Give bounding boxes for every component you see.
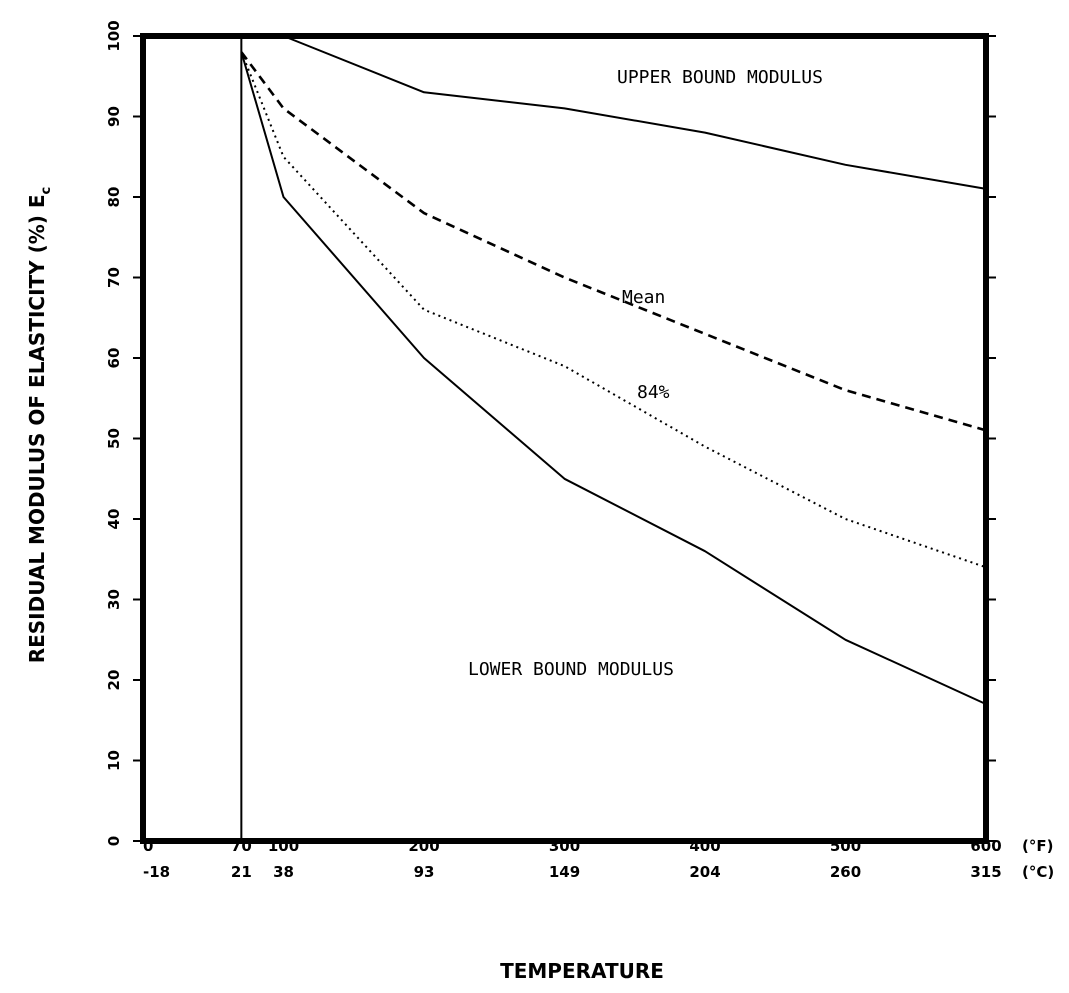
x-tick-label-c: -18 (143, 863, 170, 881)
x-tick-label-f: 70 (231, 837, 252, 855)
y-tick-label: 100 (105, 20, 123, 51)
x-tick-label-f: 0 (143, 837, 153, 855)
y-tick-label: 80 (105, 187, 123, 208)
x-tick-label-f: 100 (268, 837, 299, 855)
label-84-percent: 84% (637, 382, 670, 403)
y-tick-label: 10 (105, 750, 123, 771)
y-axis-title-main: RESIDUAL MODULUS OF ELASTICITY (%) E (25, 194, 49, 663)
plot-frame (140, 33, 989, 844)
y-tick-label: 40 (105, 509, 123, 530)
x-tick-label-c: 260 (830, 863, 861, 881)
series-mean-line (240, 51, 987, 432)
series-84-percent-line (240, 51, 987, 569)
x-tick-label-c: 315 (970, 863, 1001, 881)
x-tick-label-c: 204 (689, 863, 720, 881)
x-tick-label-c: 21 (231, 863, 252, 881)
series-upper-bound-line (241, 35, 987, 190)
x-axis-title: TEMPERATURE (500, 959, 664, 983)
x-tick-label-f: 200 (408, 837, 439, 855)
label-lower-bound: LOWER BOUND MODULUS (468, 659, 674, 680)
y-tick-label: 0 (105, 836, 123, 846)
x-tick-label-f: 500 (830, 837, 861, 855)
x-unit-c: (°C) (1022, 863, 1054, 881)
series-lower-bound-line (240, 51, 987, 706)
x-tick-label-c: 149 (549, 863, 580, 881)
x-unit-f: (°F) (1022, 837, 1053, 855)
x-tick-label-f: 300 (549, 837, 580, 855)
y-tick-label: 50 (105, 428, 123, 449)
x-tick-label-f: 400 (689, 837, 720, 855)
y-tick-label: 30 (105, 589, 123, 610)
y-axis-title-subscript: c (39, 187, 54, 195)
label-mean: Mean (622, 287, 665, 308)
label-upper-bound: UPPER BOUND MODULUS (617, 67, 823, 88)
x-tick-label-c: 38 (273, 863, 294, 881)
y-tick-label: 60 (105, 348, 123, 369)
y-tick-label: 20 (105, 670, 123, 691)
x-tick-label-c: 93 (414, 863, 435, 881)
x-tick-label-f: 600 (970, 837, 1001, 855)
y-tick-label: 90 (105, 106, 123, 127)
y-axis-title: RESIDUAL MODULUS OF ELASTICITY (%) Ec (25, 187, 54, 664)
y-tick-label: 70 (105, 267, 123, 288)
